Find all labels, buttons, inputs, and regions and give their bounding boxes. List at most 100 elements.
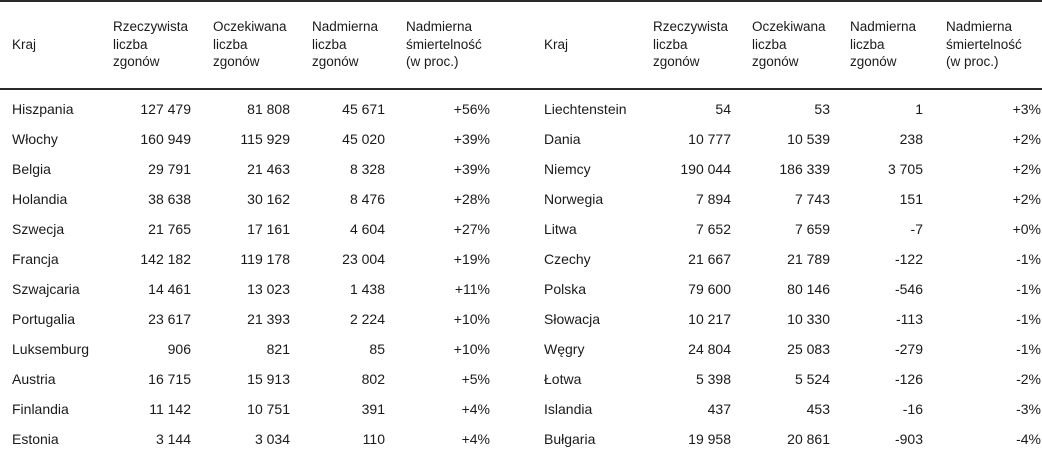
expected-deaths-cell: 115 929	[240, 131, 290, 147]
actual-deaths-cell: 142 182	[140, 251, 191, 267]
table-row: Holandia 38 638 30 162 8 476 +28%	[0, 189, 525, 219]
excess-deaths-cell: 110	[362, 431, 385, 447]
country-cell: Węgry	[544, 341, 585, 357]
excess-deaths-cell: 3 705	[887, 161, 923, 177]
table-row: Niemcy 190 044 186 339 3 705 +2%	[525, 159, 1042, 189]
expected-deaths-cell: 15 913	[247, 371, 290, 387]
table-row: Szwajcaria 14 461 13 023 1 438 +11%	[0, 279, 525, 309]
country-cell: Słowacja	[544, 311, 601, 327]
country-cell: Polska	[544, 281, 587, 297]
excess-pct-cell: -1%	[1016, 281, 1041, 297]
table-row: Norwegia 7 894 7 743 151 +2%	[525, 189, 1042, 219]
excess-deaths-cell: -546	[894, 281, 923, 297]
country-cell: Finlandia	[12, 401, 69, 417]
actual-deaths-cell: 190 044	[680, 161, 731, 177]
country-cell: Hiszpania	[12, 101, 74, 117]
excess-deaths-cell: 151	[899, 191, 923, 207]
excess-pct-cell: +39%	[453, 161, 490, 177]
excess-pct-cell: +56%	[453, 101, 490, 117]
right-table: Kraj Rzeczywista liczba zgonów Oczekiwan…	[525, 0, 1042, 470]
actual-deaths-cell: 79 600	[688, 281, 731, 297]
header-excess-deaths: Nadmierna liczba zgonów	[850, 19, 917, 69]
actual-deaths-cell: 19 958	[688, 431, 731, 447]
header-excess-mortality-pct: Nadmierna śmiertelność (w proc.)	[406, 19, 482, 69]
expected-deaths-cell: 10 330	[787, 311, 830, 327]
actual-deaths-cell: 11 142	[149, 401, 191, 417]
excess-deaths-cell: 4 604	[349, 221, 385, 237]
country-cell: Holandia	[12, 191, 68, 207]
excess-deaths-cell: -903	[894, 431, 923, 447]
expected-deaths-cell: 30 162	[247, 191, 290, 207]
table-row: Austria 16 715 15 913 802 +5%	[0, 369, 525, 399]
expected-deaths-cell: 3 034	[254, 431, 290, 447]
country-cell: Włochy	[12, 131, 58, 147]
excess-deaths-cell: 1 438	[349, 281, 385, 297]
actual-deaths-cell: 14 461	[148, 281, 191, 297]
excess-pct-cell: -3%	[1016, 401, 1041, 417]
excess-deaths-cell: 802	[361, 371, 385, 387]
excess-deaths-cell: 2 224	[349, 311, 385, 327]
table-row: Estonia 3 144 3 034 110 +4%	[0, 429, 525, 459]
actual-deaths-cell: 127 479	[140, 101, 191, 117]
excess-pct-cell: -2%	[1016, 371, 1041, 387]
actual-deaths-cell: 7 652	[695, 221, 731, 237]
country-cell: Bułgaria	[544, 431, 596, 447]
expected-deaths-cell: 17 161	[247, 221, 290, 237]
table-row: Islandia 437 453 -16 -3%	[525, 399, 1042, 429]
table-top-rule	[0, 0, 1042, 2]
excess-deaths-cell: 8 328	[349, 161, 385, 177]
excess-pct-cell: +39%	[453, 131, 490, 147]
actual-deaths-cell: 906	[167, 341, 191, 357]
excess-deaths-cell: -126	[894, 371, 923, 387]
excess-pct-cell: -1%	[1016, 251, 1041, 267]
excess-pct-cell: +11%	[454, 281, 490, 297]
expected-deaths-cell: 10 539	[787, 131, 830, 147]
expected-deaths-cell: 10 751	[247, 401, 290, 417]
table-row: Litwa 7 652 7 659 -7 +0%	[525, 219, 1042, 249]
actual-deaths-cell: 7 894	[695, 191, 731, 207]
actual-deaths-cell: 437	[707, 401, 731, 417]
country-cell: Liechtenstein	[544, 101, 627, 117]
expected-deaths-cell: 13 023	[247, 281, 290, 297]
excess-pct-cell: +2%	[1012, 131, 1041, 147]
country-cell: Portugalia	[12, 311, 76, 327]
actual-deaths-cell: 54	[715, 101, 731, 117]
country-cell: Francja	[12, 251, 59, 267]
header-excess-deaths: Nadmierna liczba zgonów	[312, 19, 379, 69]
table-row: Dania 10 777 10 539 238 +2%	[525, 129, 1042, 159]
table-row: Finlandia 11 142 10 751 391 +4%	[0, 399, 525, 429]
expected-deaths-cell: 81 808	[247, 101, 290, 117]
actual-deaths-cell: 10 777	[688, 131, 731, 147]
expected-deaths-cell: 21 789	[787, 251, 830, 267]
table-row: Łotwa 5 398 5 524 -126 -2%	[525, 369, 1042, 399]
actual-deaths-cell: 21 765	[148, 221, 191, 237]
excess-deaths-cell: 8 476	[349, 191, 385, 207]
expected-deaths-cell: 7 743	[794, 191, 830, 207]
country-cell: Austria	[12, 371, 56, 387]
country-cell: Szwecja	[12, 221, 65, 237]
header-excess-mortality-pct: Nadmierna śmiertelność (w proc.)	[946, 19, 1022, 69]
expected-deaths-cell: 21 393	[247, 311, 290, 327]
excess-pct-cell: +2%	[1012, 191, 1041, 207]
excess-pct-cell: -1%	[1016, 311, 1041, 327]
left-table: Kraj Rzeczywista liczba zgonów Oczekiwan…	[0, 19, 525, 459]
country-cell: Estonia	[12, 431, 59, 447]
expected-deaths-cell: 80 146	[787, 281, 830, 297]
country-cell: Belgia	[12, 161, 51, 177]
actual-deaths-cell: 3 144	[155, 431, 191, 447]
actual-deaths-cell: 29 791	[148, 161, 191, 177]
table-row: Polska 79 600 80 146 -546 -1%	[525, 279, 1042, 309]
expected-deaths-cell: 821	[266, 341, 290, 357]
table-row: Belgia 29 791 21 463 8 328 +39%	[0, 159, 525, 189]
excess-pct-cell: -1%	[1016, 341, 1041, 357]
excess-deaths-cell: 23 004	[342, 251, 385, 267]
table-row: Czechy 21 667 21 789 -122 -1%	[525, 249, 1042, 279]
table-row: Francja 142 182 119 178 23 004 +19%	[0, 249, 525, 279]
excess-deaths-cell: 45 020	[342, 131, 385, 147]
country-cell: Niemcy	[544, 161, 591, 177]
table-row: Włochy 160 949 115 929 45 020 +39%	[0, 129, 525, 159]
excess-pct-cell: +19%	[453, 251, 490, 267]
country-cell: Islandia	[544, 401, 593, 417]
table-row: Słowacja 10 217 10 330 -113 -1%	[525, 309, 1042, 339]
